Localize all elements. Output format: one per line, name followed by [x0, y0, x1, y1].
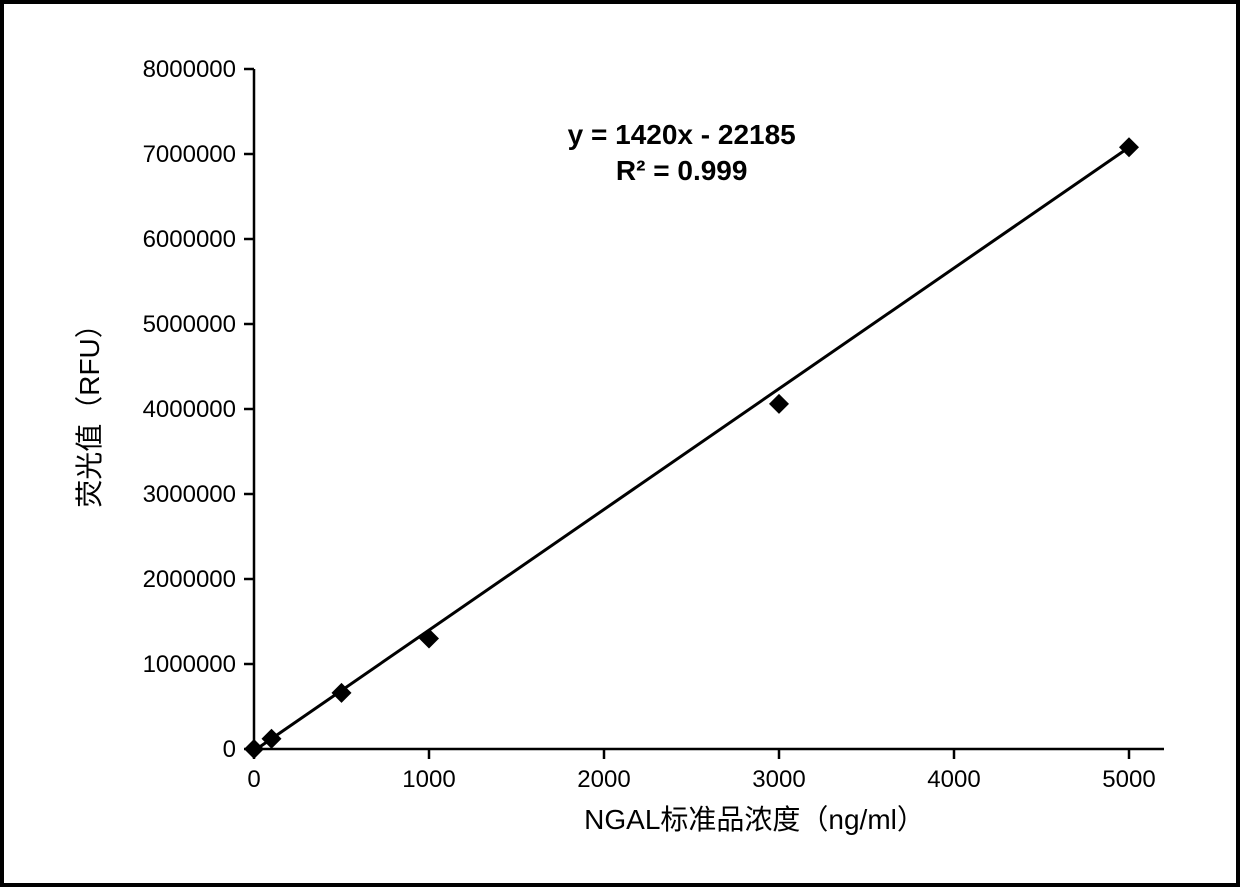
- x-axis-title: NGAL标准品浓度（ng/ml）: [584, 804, 925, 835]
- x-tick-label: 1000: [402, 766, 455, 793]
- equation-line2: R² = 0.999: [616, 155, 748, 186]
- x-tick-label: 4000: [927, 766, 980, 793]
- x-tick-label: 2000: [577, 766, 630, 793]
- data-point-marker: [419, 629, 439, 649]
- y-tick-label: 2000000: [143, 566, 236, 593]
- fit-line: [257, 147, 1129, 749]
- y-tick-label: 6000000: [143, 226, 236, 253]
- data-point-marker: [769, 394, 789, 414]
- y-axis-title: 荧光值（RFU）: [74, 310, 105, 508]
- x-tick-label: 5000: [1102, 766, 1155, 793]
- y-tick-label: 1000000: [143, 651, 236, 678]
- data-point-marker: [1119, 137, 1139, 157]
- y-tick-label: 0: [223, 736, 236, 763]
- y-tick-label: 7000000: [143, 141, 236, 168]
- data-point-marker: [262, 729, 282, 749]
- y-tick-label: 5000000: [143, 311, 236, 338]
- y-tick-label: 4000000: [143, 396, 236, 423]
- y-tick-label: 8000000: [143, 56, 236, 83]
- data-point-marker: [244, 739, 264, 759]
- equation-line1: y = 1420x - 22185: [568, 119, 796, 150]
- x-tick-label: 3000: [752, 766, 805, 793]
- chart-container: 0 1000 2000 3000 4000 5000 0 1000000 2000000 3000…: [54, 39, 1194, 859]
- chart-outer-frame: 0 1000 2000 3000 4000 5000 0 1000000 2000000 3000…: [0, 0, 1240, 887]
- chart-svg: 0 1000 2000 3000 4000 5000 0 1000000 2000000 3000…: [54, 39, 1194, 859]
- x-tick-label: 0: [247, 766, 260, 793]
- y-tick-label: 3000000: [143, 481, 236, 508]
